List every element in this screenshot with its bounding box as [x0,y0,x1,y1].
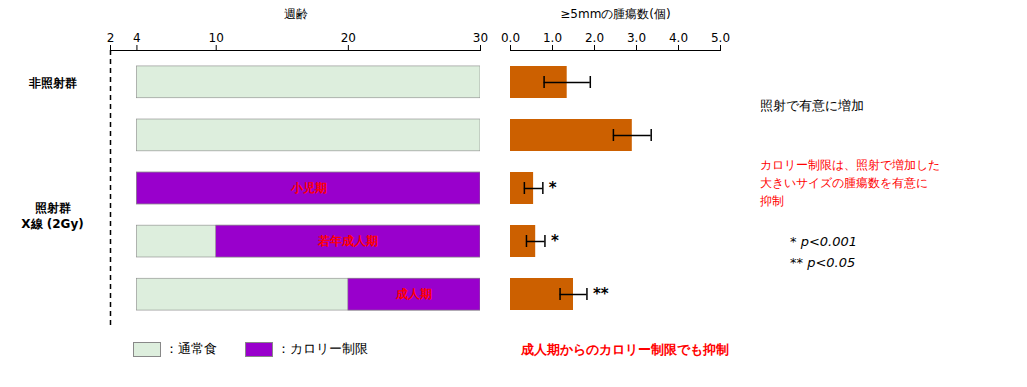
svg-text:成人期: 成人期 [395,287,432,301]
html-text:：カロリー制限: ：カロリー制限 [276,341,368,356]
svg-text:4: 4 [133,31,141,45]
svg-text:週齢: 週齢 [284,7,308,21]
svg-text:3.0: 3.0 [627,31,646,45]
svg-text:≥5mmの腫瘍数(個): ≥5mmの腫瘍数(個) [560,7,670,21]
html-text:* p<0.001: * p<0.001 [790,233,857,249]
svg-text:**: ** [593,285,609,303]
svg-text:*: * [551,232,559,250]
html-text:：通常食: ：通常食 [164,341,217,356]
svg-text:*: * [549,179,557,197]
html-text:照射で有意に増加: 照射で有意に増加 [760,98,864,113]
svg-text:2: 2 [107,31,115,45]
html-text:カロリー制限は、照射で増加した 大きいサイズの腫瘍数を有意に: カロリー制限は、照射で増加した 大きいサイズの腫瘍数を有意に 抑制 [760,157,940,208]
svg-text:若年成人期: 若年成人期 [317,234,378,248]
svg-text:5.0: 5.0 [711,31,730,45]
svg-text:0.0: 0.0 [501,31,520,45]
svg-text:非照射群: 非照射群 [28,76,77,90]
html-text:成人期からのカロリー制限でも抑制: 成人期からのカロリー制限でも抑制 [521,342,729,357]
svg-text:4.0: 4.0 [669,31,688,45]
svg-text:2.0: 2.0 [585,31,604,45]
svg-text:10: 10 [209,31,224,45]
svg-text:30: 30 [473,31,488,45]
html-text:** p<0.05: ** p<0.05 [790,255,856,270]
svg-text:20: 20 [341,31,356,45]
svg-text:1.0: 1.0 [543,31,562,45]
svg-text:小児期: 小児期 [290,181,327,195]
svg-text:照射群X線 (2Gy): 照射群X線 (2Gy) [21,201,83,231]
